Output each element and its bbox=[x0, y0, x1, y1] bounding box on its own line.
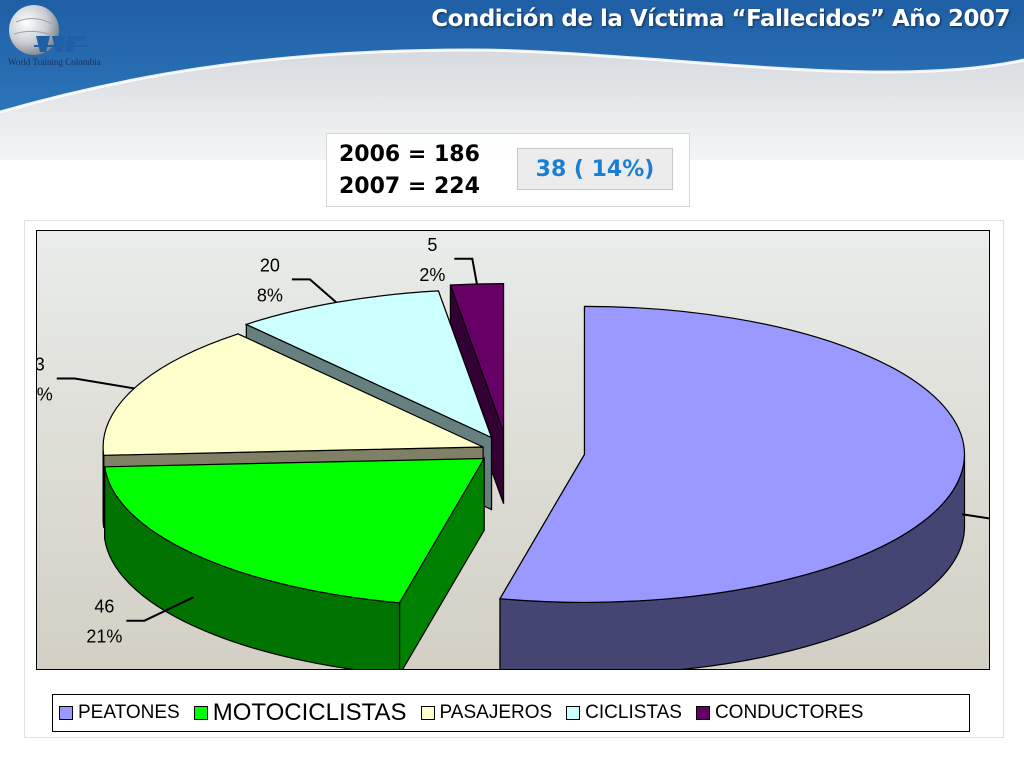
legend-item-pasajeros: PASAJEROS bbox=[420, 702, 553, 724]
leader-line bbox=[961, 513, 989, 520]
slice-percent-label: 21% bbox=[86, 627, 122, 647]
slide-title: Condición de la Víctima “Fallecidos” Año… bbox=[431, 6, 1010, 32]
stat-difference: 38 ( 14%) bbox=[517, 148, 673, 190]
slice-motociclistas bbox=[104, 457, 486, 604]
slice-percent-label: 15% bbox=[37, 384, 53, 404]
legend-item-ciclistas: CICLISTAS bbox=[566, 702, 682, 724]
legend-label: CICLISTAS bbox=[585, 702, 682, 723]
stats-box: 2006 = 186 2007 = 224 38 ( 14%) bbox=[326, 133, 690, 207]
leader-line bbox=[126, 596, 195, 622]
company-logo bbox=[9, 5, 88, 55]
slice-value-label: 46 bbox=[94, 597, 114, 617]
stat-2006: 2006 = 186 bbox=[339, 142, 480, 167]
legend-swatch-pasajeros bbox=[420, 706, 435, 720]
leader-line bbox=[454, 257, 478, 285]
legend-swatch-peatones bbox=[59, 706, 73, 720]
slice-percent-label: 8% bbox=[257, 285, 283, 305]
legend-label: MOTOCICLISTAS bbox=[212, 699, 407, 726]
legend-label: PASAJEROS bbox=[439, 702, 553, 723]
legend-swatch-conductores bbox=[695, 706, 710, 720]
slice-pasajeros bbox=[102, 333, 484, 456]
slice-value-label: 33 bbox=[37, 354, 45, 374]
stat-2007: 2007 = 224 bbox=[339, 174, 480, 199]
slice-value-label: 20 bbox=[260, 255, 280, 275]
globe-icon bbox=[9, 5, 59, 55]
legend-item-peatones: PEATONES bbox=[59, 702, 180, 724]
legend-swatch-ciclistas bbox=[566, 706, 581, 720]
legend-swatch-motociclistas bbox=[193, 706, 208, 720]
legend-label: CONDUCTORES bbox=[714, 702, 864, 723]
legend-item-motociclistas: MOTOCICLISTAS bbox=[193, 699, 407, 727]
legend-item-conductores: CONDUCTORES bbox=[695, 702, 864, 724]
slice-value-label: 5 bbox=[427, 235, 437, 255]
leader-line bbox=[56, 377, 135, 390]
legend-label: PEATONES bbox=[78, 702, 180, 723]
slice-peatones bbox=[499, 305, 966, 603]
logo-caption: World Training Colombia bbox=[8, 57, 101, 67]
slice-percent-label: 2% bbox=[419, 265, 445, 285]
slice-conductores bbox=[449, 282, 505, 432]
slice-wall-pasajeros bbox=[102, 446, 105, 528]
chart-legend: PEATONES MOTOCICLISTAS PASAJEROS CICLIST… bbox=[52, 694, 970, 732]
leader-line bbox=[291, 278, 337, 304]
